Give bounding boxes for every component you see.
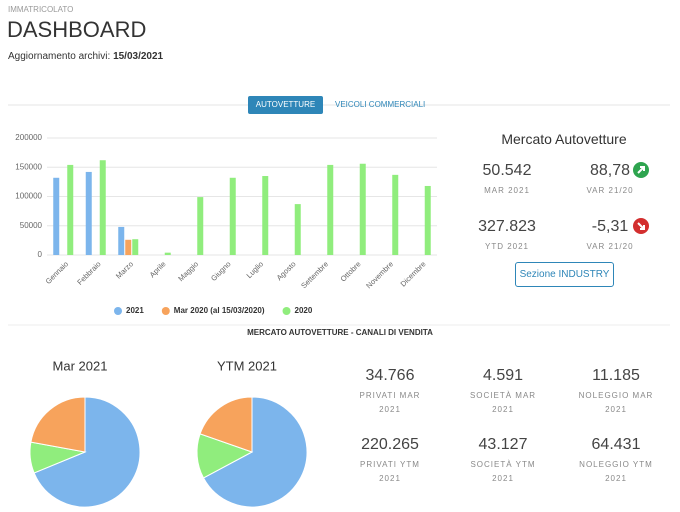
kpi-value: -5,31	[591, 218, 629, 235]
y-tick-label: 0	[38, 250, 43, 259]
bar	[125, 239, 132, 255]
x-tick-label: Settembre	[299, 259, 330, 290]
x-tick-label: Agosto	[275, 259, 298, 282]
y-tick-label: 200000	[15, 133, 42, 142]
x-tick-label: Dicembre	[399, 259, 428, 288]
channels-title: MERCATO AUTOVETTURE - CANALI DI VENDITA	[247, 328, 433, 337]
tab-active[interactable]: AUTOVETTURE	[248, 96, 323, 114]
kpi-value: 34.766	[365, 367, 415, 384]
bar	[262, 176, 269, 255]
industry-button[interactable]: Sezione INDUSTRY	[515, 262, 614, 287]
bar	[118, 226, 125, 255]
kpi-label: VAR 21/20	[586, 242, 634, 251]
bar	[99, 160, 106, 255]
market-title: Mercato Autovetture	[501, 131, 627, 147]
legend-label: Mar 2020 (al 15/03/2020)	[174, 306, 265, 315]
kpi-value: 220.265	[361, 436, 419, 453]
legend-marker	[161, 307, 170, 315]
x-tick-label: Aprile	[148, 259, 168, 279]
bar	[424, 185, 431, 255]
kpi: 327.823 YTD 2021	[452, 218, 562, 254]
kpi: 4.591 SOCIETÀ MAR 2021	[448, 367, 558, 417]
pie-slice	[199, 396, 253, 453]
kpi: -5,31 VAR 21/20	[555, 218, 665, 254]
legend-label: 2021	[126, 306, 144, 315]
y-tick-label: 50000	[20, 221, 43, 230]
kpi-label: VAR 21/20	[586, 186, 634, 195]
pie-slice	[30, 396, 86, 453]
update-label: Aggiornamento archivi:	[8, 51, 111, 62]
kpi-value: 88,78	[589, 162, 631, 179]
kpi-value: 64.431	[591, 436, 641, 453]
bar	[53, 177, 60, 255]
x-tick-label: Maggio	[176, 259, 200, 283]
y-tick-label: 100000	[15, 192, 42, 201]
kpi-value: 327.823	[478, 218, 536, 235]
bar	[132, 239, 139, 255]
y-tick-label: 150000	[15, 162, 42, 171]
bar	[359, 163, 366, 255]
trend-arrow	[637, 166, 645, 174]
kpi-label: PRIVATI YTM 2021	[360, 460, 420, 483]
bar	[67, 164, 74, 255]
kpi-value: 4.591	[482, 367, 524, 384]
bar	[294, 204, 301, 255]
pie-slice	[202, 396, 308, 508]
legend-marker	[114, 307, 122, 315]
x-tick-label: Ottobre	[339, 259, 363, 283]
page-title: DASHBOARD	[7, 17, 147, 42]
bar	[197, 197, 204, 255]
kpi-label: SOCIETÀ MAR 2021	[469, 391, 537, 414]
kpi-value: 43.127	[478, 436, 528, 453]
kpi-label: PRIVATI MAR 2021	[359, 391, 421, 414]
x-tick-label: Febbraio	[75, 259, 102, 286]
kpi: 50.542 MAR 2021	[452, 162, 562, 198]
legend-label: 2020	[295, 306, 313, 315]
pie-title: YTM 2021	[217, 358, 277, 373]
kpi: 64.431 NOLEGGIO YTM 2021	[561, 436, 671, 486]
kpi-label: NOLEGGIO YTM 2021	[579, 460, 653, 483]
kpi: 88,78 VAR 21/20	[555, 162, 665, 198]
x-tick-label: Luglio	[245, 259, 266, 280]
update-date: 15/03/2021	[113, 51, 164, 62]
kpi: 11.185 NOLEGGIO MAR 2021	[561, 367, 671, 417]
section-label: IMMATRICOLATO	[8, 5, 74, 14]
trend-icon	[633, 218, 649, 234]
tab[interactable]: VEICOLI COMMERCIALI	[335, 100, 426, 109]
kpi-label: NOLEGGIO MAR 2021	[578, 391, 654, 414]
update-info: Aggiornamento archivi: 15/03/2021	[8, 51, 163, 62]
bar	[85, 171, 92, 255]
bar	[164, 252, 171, 255]
kpi: 43.127 SOCIETÀ YTM 2021	[448, 436, 558, 486]
kpi: 220.265 PRIVATI YTM 2021	[335, 436, 445, 486]
x-tick-label: Marzo	[114, 259, 135, 280]
pie-slice	[33, 396, 141, 508]
kpi-value: 11.185	[592, 367, 640, 384]
x-tick-label: Novembre	[364, 259, 395, 290]
trend-icon	[633, 162, 649, 178]
legend-marker	[282, 307, 291, 315]
bar	[327, 164, 334, 255]
kpi-label: MAR 2021	[484, 186, 530, 195]
bar	[229, 177, 236, 255]
kpi-value: 50.542	[482, 162, 532, 179]
pie-title: Mar 2021	[53, 358, 108, 373]
x-tick-label: Gennaio	[44, 259, 70, 285]
bar	[392, 174, 399, 255]
kpi: 34.766 PRIVATI MAR 2021	[335, 367, 445, 417]
trend-arrow	[637, 222, 645, 230]
kpi-label: YTD 2021	[484, 242, 530, 251]
kpi-label: SOCIETÀ YTM 2021	[470, 460, 536, 483]
x-tick-label: Giugno	[209, 259, 232, 282]
